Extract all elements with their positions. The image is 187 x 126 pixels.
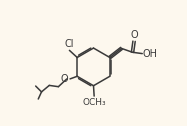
Text: O: O xyxy=(130,30,138,40)
Text: Cl: Cl xyxy=(64,39,73,49)
Text: OCH₃: OCH₃ xyxy=(82,98,106,107)
Text: OH: OH xyxy=(143,49,158,59)
Text: O: O xyxy=(61,74,68,84)
